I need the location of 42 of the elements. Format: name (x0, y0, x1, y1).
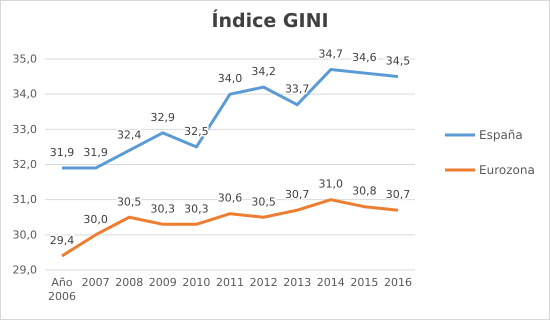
data-label: 30,7 (284, 188, 310, 202)
data-label: 31,9 (83, 146, 108, 160)
data-label: 31,9 (50, 146, 74, 160)
data-label: 33,7 (284, 82, 310, 96)
x-tick-label: Año 2006 (48, 276, 76, 303)
data-label: 30,0 (83, 212, 108, 226)
data-label: 34,0 (218, 72, 242, 86)
data-label: 30,5 (251, 195, 276, 208)
data-label: 29,4 (50, 234, 74, 247)
data-label: 30,3 (150, 202, 176, 216)
x-tick-label: 2012 (250, 276, 278, 289)
data-label: 34,2 (251, 65, 276, 78)
data-label: 31,0 (318, 178, 344, 191)
x-tick-label: 2008 (115, 276, 144, 289)
data-label: 30,3 (184, 202, 209, 216)
x-tick-label: 2009 (148, 276, 177, 289)
x-tick-label: 2014 (316, 276, 345, 289)
chart-title: Índice GINI (211, 9, 329, 32)
data-label: 34,6 (352, 51, 377, 64)
data-label: 32,9 (150, 110, 176, 124)
x-tick-label: 2007 (82, 276, 110, 289)
y-tick-label: 30,0 (12, 228, 37, 242)
data-label: 30,8 (352, 184, 377, 198)
x-tick-label: 2011 (216, 276, 244, 289)
data-label: 30,6 (218, 192, 242, 205)
legend-label: España (479, 128, 523, 142)
data-label: 34,5 (386, 54, 410, 68)
y-tick-label: 34,0 (12, 88, 37, 101)
data-label: 32,4 (116, 128, 142, 142)
x-tick-label: 2016 (384, 276, 412, 289)
x-tick-label: 2013 (283, 276, 312, 289)
data-label: 34,7 (318, 48, 344, 61)
legend-label: Eurozona (479, 163, 535, 177)
data-label: 30,7 (386, 188, 410, 202)
y-tick-label: 35,0 (12, 52, 37, 66)
y-tick-label: 29,0 (12, 264, 37, 277)
x-tick-label: 2015 (350, 276, 378, 289)
data-label: 30,5 (116, 195, 142, 208)
y-tick-label: 31,0 (12, 193, 37, 206)
y-tick-label: 32,0 (12, 158, 37, 172)
x-tick-label: 2010 (182, 276, 210, 289)
y-tick-label: 33,0 (12, 122, 37, 136)
